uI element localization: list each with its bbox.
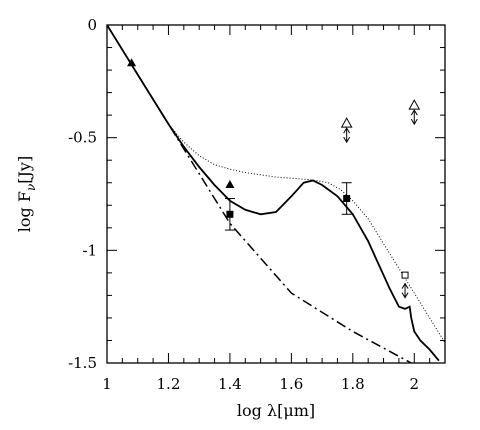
data-points	[127, 58, 409, 279]
x-tick-label: 1	[102, 375, 112, 393]
x-tick-label: 2	[409, 375, 419, 393]
triangle-marker	[225, 179, 235, 188]
dashed-model-curve	[107, 25, 412, 363]
x-axis: 1 1.2 1.4 1.6 1.8 2	[102, 25, 446, 393]
arrow-head-up	[401, 282, 409, 289]
arrow-head-up	[343, 127, 351, 134]
arrow-head-down	[410, 118, 418, 126]
open-triangle-marker	[408, 99, 421, 110]
y-tick-label: -0.5	[68, 129, 97, 147]
solid-model-curve	[107, 25, 440, 362]
square-marker	[343, 195, 351, 203]
open-square-marker	[401, 271, 409, 279]
dotted-model-curve	[107, 25, 445, 343]
triangle-marker	[127, 58, 137, 67]
open-triangle-marker	[340, 117, 353, 128]
upper-limits	[340, 99, 421, 299]
y-tick-label: 0	[87, 16, 97, 34]
square-marker	[226, 210, 234, 218]
arrow-head-down	[401, 292, 409, 299]
model-curves	[107, 25, 445, 363]
arrow-head-down	[343, 136, 351, 144]
x-tick-label: 1.2	[157, 375, 181, 393]
y-axis: 0 -0.5 -1 -1.5	[68, 16, 445, 372]
plot-frame	[106, 24, 446, 364]
x-axis-label: log λ[μm]	[237, 401, 315, 420]
y-axis-label: log Fν[Jy]	[15, 156, 38, 232]
x-tick-label: 1.6	[279, 375, 303, 393]
y-tick-label: -1.5	[68, 354, 97, 372]
x-tick-label: 1.4	[218, 375, 242, 393]
arrow-head-up	[410, 109, 418, 116]
x-tick-label: 1.8	[341, 375, 365, 393]
y-tick-label: -1	[82, 241, 97, 259]
